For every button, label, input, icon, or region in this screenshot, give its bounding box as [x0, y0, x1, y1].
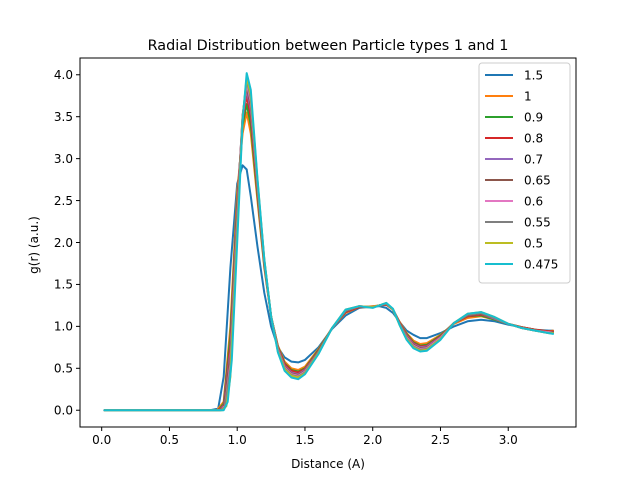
x-tick-label: 2.5: [431, 433, 450, 447]
x-tick-label: 1.0: [228, 433, 247, 447]
series-line: [103, 72, 554, 412]
legend-label: 0.9: [524, 110, 543, 124]
y-axis: 0.0 0.5 1.0 1.5 2.0 2.5 3.0 3.5 4.0: [54, 68, 80, 418]
legend-label: 0.7: [524, 152, 543, 166]
plot-area: [103, 72, 554, 412]
legend-label: 0.8: [524, 131, 543, 145]
x-tick-label: 0.0: [92, 433, 111, 447]
legend-label: 0.55: [524, 215, 551, 229]
legend: 1.5 1 0.9 0.8 0.7 0.65 0.6 0.55 0.5 0.475: [478, 62, 571, 284]
y-tick-label: 3.5: [54, 110, 73, 124]
x-axis-label: Distance (A): [291, 457, 365, 471]
x-axis: 0.0 0.5 1.0 1.5 2.0 2.5 3.0: [92, 427, 518, 447]
x-tick-label: 1.5: [295, 433, 314, 447]
y-tick-label: 2.5: [54, 194, 73, 208]
y-axis-label: g(r) (a.u.): [27, 216, 41, 274]
y-tick-label: 4.0: [54, 68, 73, 82]
y-tick-label: 3.0: [54, 152, 73, 166]
legend-label: 0.6: [524, 194, 543, 208]
legend-label: 1.5: [524, 68, 543, 82]
y-tick-label: 2.0: [54, 236, 73, 250]
y-tick-label: 0.0: [54, 404, 73, 418]
legend-label: 1: [524, 89, 532, 103]
y-tick-label: 1.0: [54, 320, 73, 334]
x-tick-label: 3.0: [499, 433, 518, 447]
y-tick-label: 0.5: [54, 362, 73, 376]
y-tick-label: 1.5: [54, 278, 73, 292]
x-tick-label: 2.0: [363, 433, 382, 447]
legend-label: 0.475: [524, 257, 558, 271]
x-tick-label: 0.5: [160, 433, 179, 447]
legend-label: 0.5: [524, 236, 543, 250]
legend-label: 0.65: [524, 173, 551, 187]
chart-title: Radial Distribution between Particle typ…: [148, 38, 509, 54]
